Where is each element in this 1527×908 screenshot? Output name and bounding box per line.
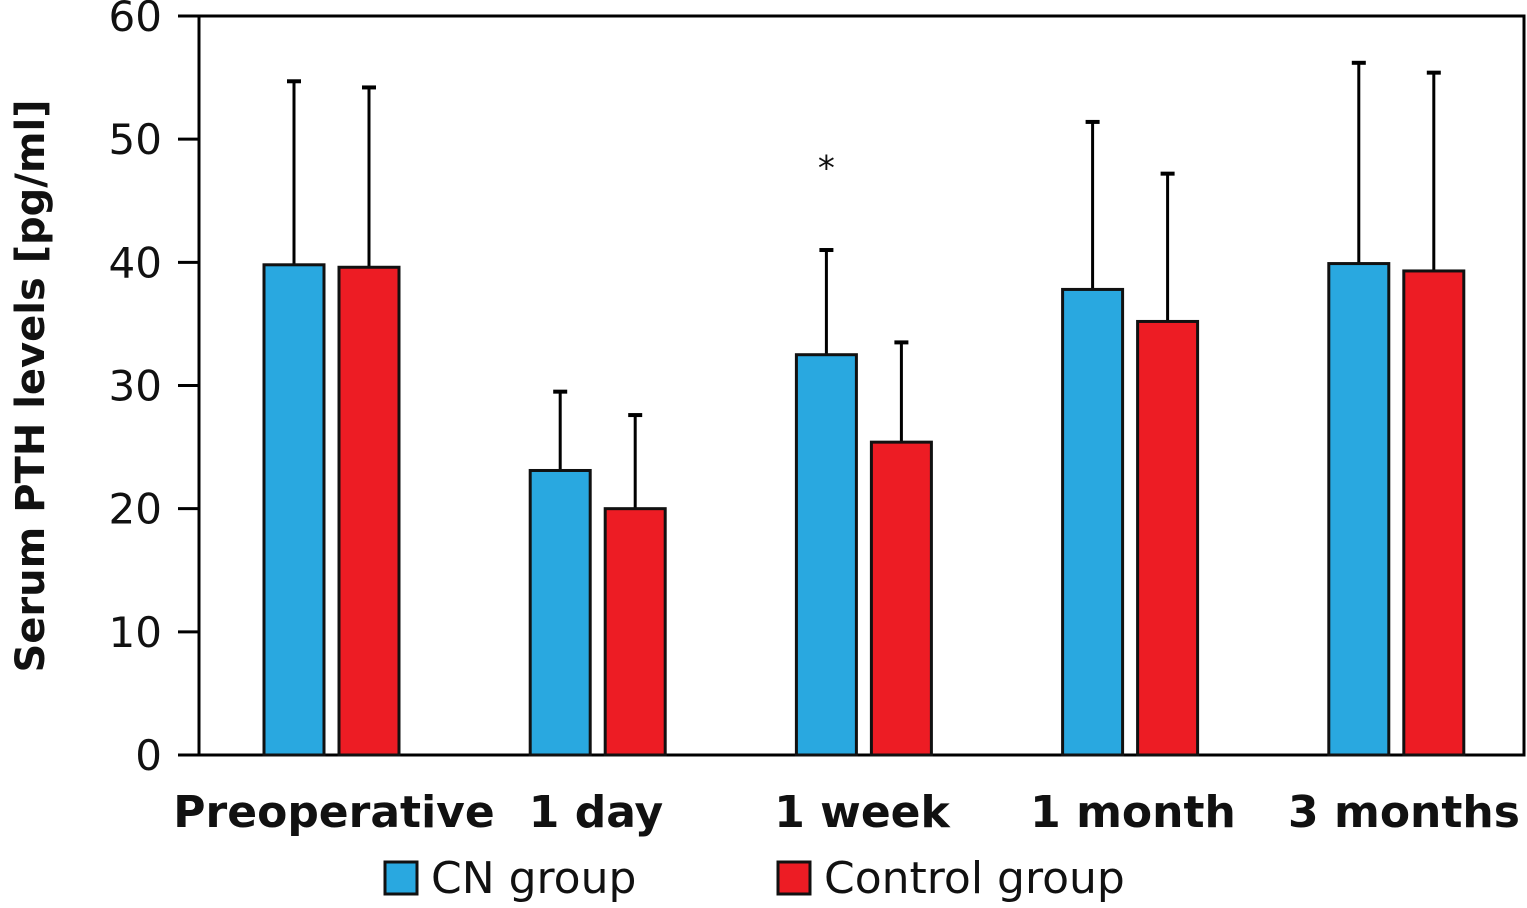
y-ticks: 0 10 20 30 40 50 60 [109, 0, 199, 780]
x-category-label: Preoperative [173, 787, 494, 838]
y-axis-label: Serum PTH levels [pg/ml] [8, 99, 54, 672]
x-category-label: 1 week [774, 787, 951, 838]
significance-marker: * [818, 149, 835, 189]
legend-label: Control group [824, 853, 1125, 904]
bar-cn [1061, 287, 1125, 757]
bars-layer [262, 60, 1466, 757]
legend-label: CN group [431, 853, 636, 904]
y-tick-label: 50 [109, 115, 162, 164]
y-tick-label: 10 [109, 608, 162, 657]
bar-control [869, 440, 933, 757]
bar-cn [1327, 262, 1391, 757]
bar-cn [794, 353, 858, 757]
legend-swatch [776, 860, 812, 896]
x-category-label: 1 day [529, 787, 663, 838]
bar-cn [528, 468, 592, 757]
y-tick-label: 20 [109, 485, 162, 534]
y-tick-label: 0 [135, 731, 162, 780]
bar-control [603, 507, 667, 757]
x-category-labels: Preoperative 1 day 1 week 1 month 3 months [173, 787, 1520, 838]
y-tick-label: 40 [109, 238, 162, 287]
x-category-label: 1 month [1030, 787, 1236, 838]
bar-control [337, 265, 401, 757]
bar-cn [262, 263, 326, 757]
annotations: * [818, 149, 835, 189]
bar-control [1136, 319, 1200, 757]
legend-swatch [383, 860, 419, 896]
y-tick-label: 30 [109, 362, 162, 411]
y-tick-label: 60 [109, 0, 162, 41]
x-category-label: 3 months [1288, 787, 1520, 838]
bar-control [1402, 269, 1466, 757]
legend: CN group Control group [383, 853, 1125, 904]
